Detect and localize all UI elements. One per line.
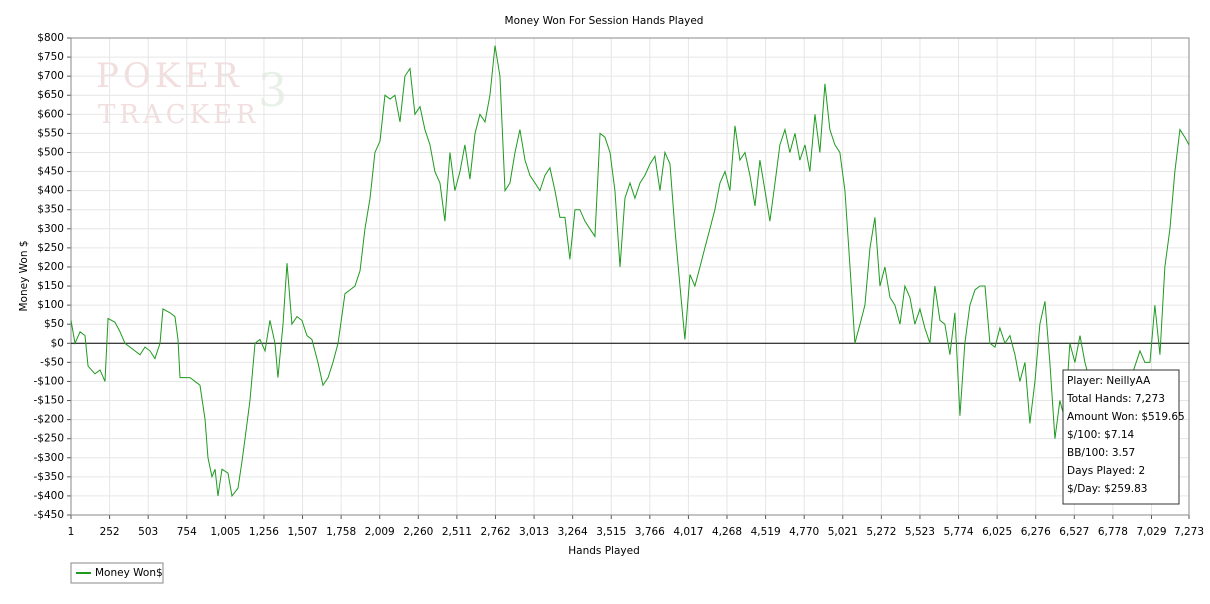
y-tick-label: $650 [37,89,64,101]
x-tick-label: 4,770 [789,526,819,538]
y-tick-label: $700 [37,70,64,82]
info-text: $/Day: $259.83 [1067,483,1147,495]
x-tick-label: 2,511 [442,526,472,538]
x-tick-label: 2,009 [365,526,395,538]
x-tick-label: 3,264 [558,526,588,538]
y-tick-label: $100 [37,299,64,311]
info-text: Player: NeillyAA [1067,375,1151,387]
logo-mark: 3 [258,63,287,117]
x-tick-label: 1 [68,526,75,538]
x-tick-label: 1,256 [249,526,279,538]
x-tick-label: 6,527 [1059,526,1089,538]
y-tick-label: -$300 [33,452,64,464]
x-tick-label: 4,268 [712,526,742,538]
y-tick-label: $300 [37,223,64,235]
y-tick-label: $550 [37,127,64,139]
y-tick-label: $250 [37,242,64,254]
x-tick-label: 252 [100,526,120,538]
x-tick-label: 1,507 [288,526,318,538]
y-tick-label: -$150 [33,395,64,407]
y-tick-label: -$50 [40,356,64,368]
y-tick-label: -$450 [33,509,64,521]
x-tick-label: 7,029 [1136,526,1166,538]
x-tick-label: 503 [138,526,158,538]
info-box [1062,369,1180,505]
info-text: Days Played: 2 [1067,465,1145,477]
y-axis-label: Money Won $ [18,240,30,311]
y-tick-label: $500 [37,146,64,158]
y-tick-label: $750 [37,51,64,63]
y-tick-label: -$100 [33,375,64,387]
x-tick-label: 5,523 [905,526,935,538]
x-axis-label: Hands Played [568,545,639,557]
y-tick-label: $350 [37,204,64,216]
plot-area [70,37,1190,516]
x-tick-label: 2,762 [480,526,510,538]
info-text: Amount Won: $519.65 [1067,411,1185,423]
y-tick-label: -$350 [33,471,64,483]
info-text: BB/100: 3.57 [1067,447,1135,459]
y-tick-label: $400 [37,185,64,197]
x-tick-label: 4,017 [673,526,703,538]
y-tick-label: $800 [37,32,64,44]
x-tick-label: 3,013 [519,526,549,538]
x-tick-label: 6,276 [1021,526,1051,538]
x-tick-label: 2,260 [403,526,433,538]
y-tick-label: $0 [51,337,64,349]
x-tick-label: 6,025 [982,526,1012,538]
info-text: Total Hands: 7,273 [1066,393,1165,405]
y-tick-label: $600 [37,108,64,120]
legend-label: Money Won$ [95,567,163,579]
x-tick-label: 5,021 [828,526,858,538]
x-tick-label: 3,515 [596,526,626,538]
x-tick-label: 5,272 [866,526,896,538]
y-tick-label: $450 [37,166,64,178]
y-tick-label: -$250 [33,433,64,445]
y-tick-label: $150 [37,280,64,292]
legend: Money Won$ [70,562,164,584]
x-tick-label: 754 [177,526,197,538]
info-text: $/100: $7.14 [1067,429,1135,441]
y-tick-label: -$400 [33,490,64,502]
x-tick-label: 3,766 [635,526,665,538]
legend-box [70,562,164,584]
x-tick-label: 1,005 [210,526,240,538]
y-tick-label: $50 [44,318,64,330]
chart-title: Money Won For Session Hands Played [505,15,704,27]
y-tick-label: $200 [37,261,64,273]
y-tick-label: -$200 [33,414,64,426]
x-tick-label: 6,778 [1098,526,1128,538]
logo-text: TRACKER [98,100,260,130]
line [70,45,1190,498]
x-tick-label: 7,273 [1174,526,1204,538]
x-tick-label: 1,758 [326,526,356,538]
x-tick-label: 4,519 [751,526,781,538]
x-tick-label: 5,774 [944,526,974,538]
